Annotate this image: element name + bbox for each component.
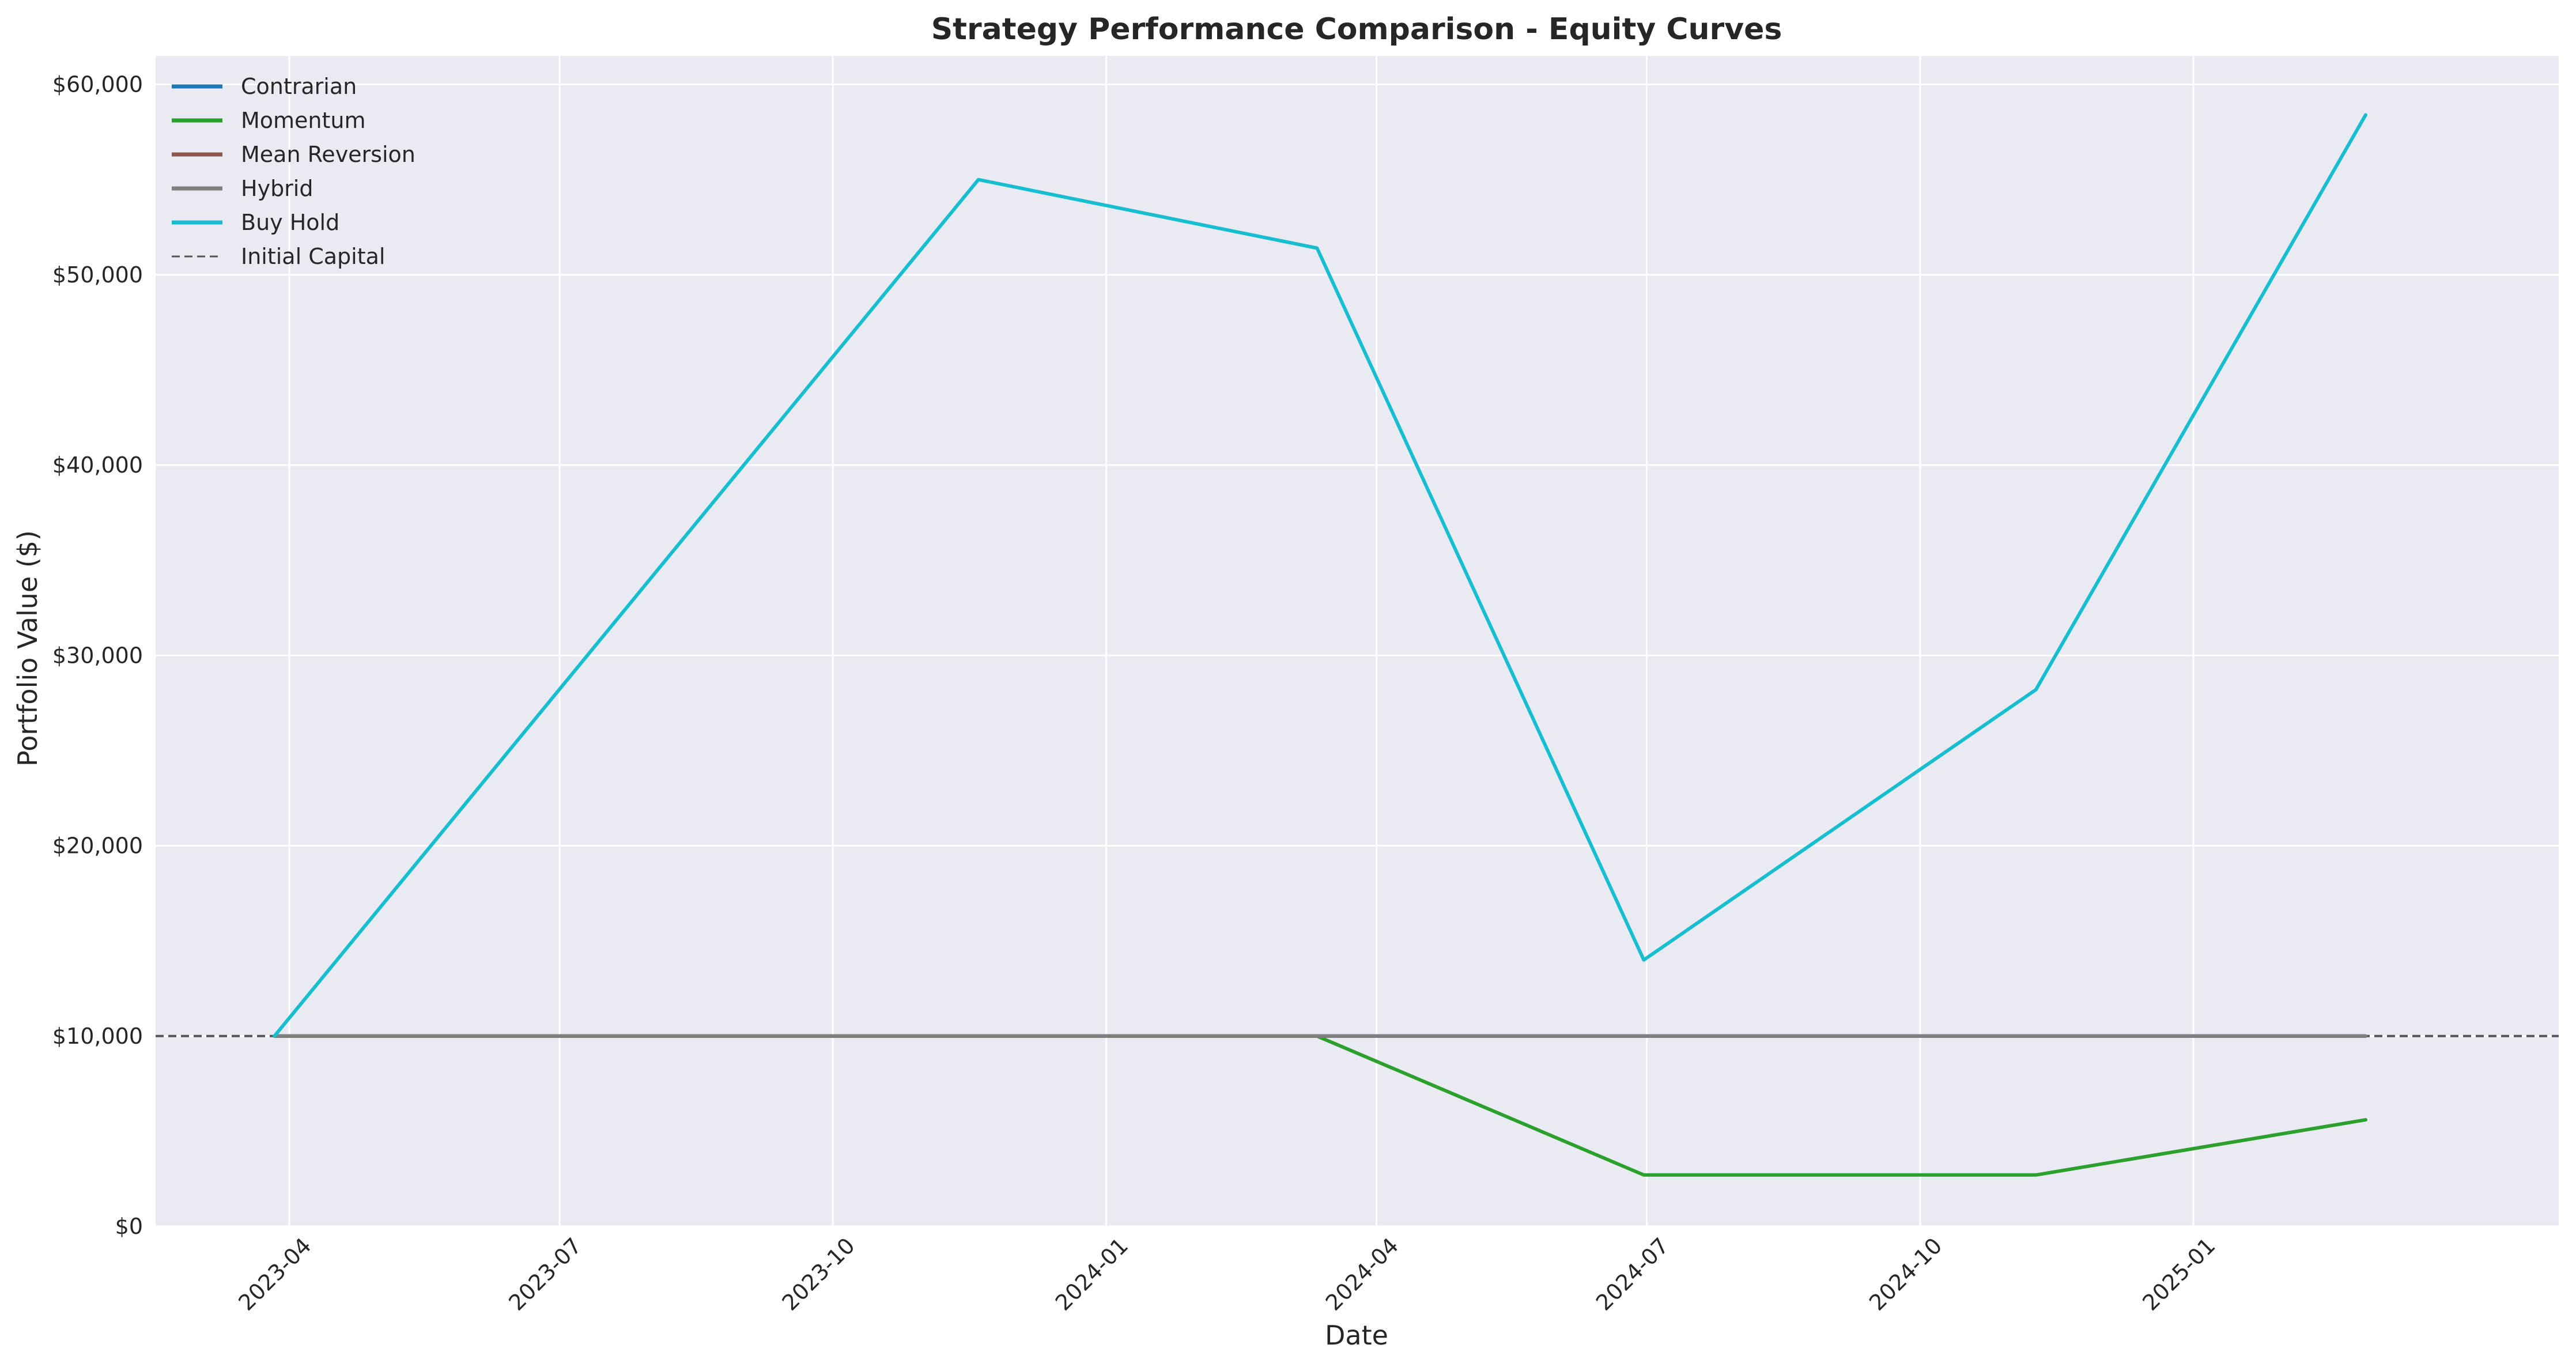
x-tick-label: 2024-04 xyxy=(1321,1233,1403,1315)
x-axis-ticks: 2023-04 2023-07 2023-10 2024-01 2024-04 2024-… xyxy=(233,1233,2220,1315)
y-axis-ticks: $0 $10,000 $20,000 $30,000 $40,000 $50,000 $60… xyxy=(52,72,143,1239)
legend-label-hybrid: Hybrid xyxy=(241,176,313,201)
y-tick-label: $40,000 xyxy=(52,452,143,478)
x-tick-label: 2025-01 xyxy=(2137,1233,2220,1315)
x-tick-label: 2024-10 xyxy=(1864,1233,1947,1315)
y-tick-label: $20,000 xyxy=(52,833,143,859)
x-tick-label: 2023-04 xyxy=(233,1233,316,1315)
chart-title: Strategy Performance Comparison - Equity… xyxy=(931,12,1782,47)
x-tick-label: 2024-07 xyxy=(1591,1233,1674,1315)
x-tick-label: 2024-01 xyxy=(1051,1233,1133,1315)
series-lines xyxy=(273,113,2367,1177)
plot-background xyxy=(156,56,2559,1226)
x-tick-label: 2023-10 xyxy=(777,1233,860,1315)
legend-label-contrarian: Contrarian xyxy=(241,74,357,99)
grid-lines xyxy=(156,56,2559,1228)
series-line-buy-hold xyxy=(273,113,2367,1038)
y-tick-label: $60,000 xyxy=(52,72,143,97)
x-axis-label: Date xyxy=(1325,1320,1388,1351)
y-tick-label: $10,000 xyxy=(52,1024,143,1049)
legend-label-mean-reversion: Mean Reversion xyxy=(241,142,416,167)
legend-label-initial-capital: Initial Capital xyxy=(241,244,385,269)
y-axis-label: Portfolio Value ($) xyxy=(12,530,43,766)
y-tick-label: $0 xyxy=(115,1214,143,1239)
y-tick-label: $50,000 xyxy=(52,262,143,288)
legend-label-buy-hold: Buy Hold xyxy=(241,210,339,235)
legend: Contrarian Momentum Mean Reversion Hybrid Bu… xyxy=(172,74,416,269)
legend-label-momentum: Momentum xyxy=(241,108,366,133)
x-tick-label: 2023-07 xyxy=(504,1233,586,1315)
y-tick-label: $30,000 xyxy=(52,643,143,668)
